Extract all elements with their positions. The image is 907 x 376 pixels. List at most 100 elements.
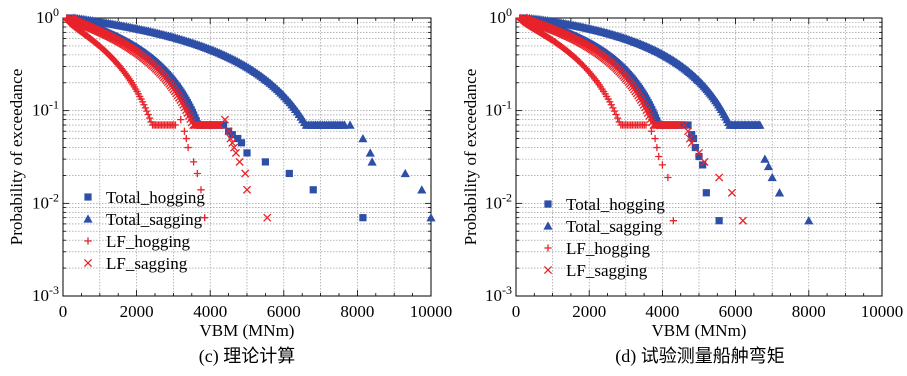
- data-point: [651, 134, 659, 143]
- x-axis-label: VBM (MNm): [200, 321, 295, 340]
- data-point: [180, 127, 189, 135]
- y-tick-label: 10-2: [485, 190, 512, 212]
- data-point: [653, 143, 661, 152]
- data-point: [638, 98, 647, 107]
- data-point: [230, 143, 239, 152]
- data-point: [655, 152, 663, 161]
- y-tick-label: 10-1: [485, 98, 512, 120]
- data-point: [220, 115, 229, 124]
- legend-label: Total_sagging: [566, 217, 663, 236]
- legend-label: Total_hogging: [106, 188, 205, 207]
- data-point: [760, 154, 770, 163]
- data-point: [146, 114, 154, 122]
- legend-marker: [543, 265, 553, 275]
- data-point: [176, 95, 185, 104]
- data-point: [358, 133, 368, 143]
- data-point: [400, 168, 410, 178]
- y-tick-exponent: 0: [506, 5, 512, 19]
- data-point: [715, 173, 724, 182]
- x-tick-label: 10000: [410, 302, 453, 321]
- data-point: [642, 121, 650, 129]
- data-point: [738, 216, 747, 225]
- legend: Total_hogging Total_sagging LF_hogging LF_s…: [83, 188, 205, 273]
- data-point: [426, 213, 436, 222]
- data-point: [689, 134, 698, 143]
- data-point: [755, 120, 765, 129]
- data-point: [345, 120, 355, 129]
- data-point: [285, 169, 293, 178]
- x-tick-label: 10000: [861, 302, 904, 321]
- data-point: [171, 121, 180, 129]
- x-tick-label: 8000: [340, 302, 374, 321]
- data-point: [231, 148, 241, 157]
- y-tick-label: 10-2: [32, 190, 59, 212]
- legend-marker: [83, 214, 93, 223]
- legend-marker: [543, 221, 553, 230]
- data-point: [144, 110, 152, 119]
- chart-panel-1: 0 2000 4000 6000 8000 1000010-310-210-1100VBM…: [461, 5, 903, 340]
- data-point: [140, 101, 148, 109]
- data-point: [201, 214, 209, 222]
- data-point: [263, 213, 272, 222]
- legend-label: LF_hogging: [566, 239, 651, 258]
- y-tick-base: 10: [485, 286, 502, 305]
- data-point: [615, 118, 623, 126]
- legend-marker: [544, 200, 552, 208]
- data-point: [664, 173, 672, 182]
- y-tick-label: 10-3: [32, 283, 59, 305]
- y-tick-exponent: -1: [502, 98, 512, 112]
- data-point: [237, 139, 246, 147]
- data-point: [190, 158, 198, 166]
- x-axis-label: VBM (MNm): [652, 321, 747, 340]
- legend-label: LF_hogging: [106, 232, 191, 251]
- y-tick-label: 100: [36, 5, 59, 27]
- data-point: [214, 120, 223, 130]
- x-tick-label: 2000: [120, 302, 154, 321]
- x-tick-label: 0: [512, 302, 521, 321]
- data-point: [610, 107, 619, 115]
- data-point: [365, 148, 375, 157]
- series-Total_sagging: [69, 13, 436, 222]
- y-tick-base: 10: [36, 8, 53, 27]
- data-point: [672, 120, 681, 130]
- data-point: [234, 134, 242, 143]
- data-point: [609, 104, 617, 112]
- data-point: [193, 169, 201, 178]
- data-point: [309, 186, 317, 194]
- figure-caption: (d) 试验测量船舯弯矩: [615, 346, 785, 367]
- data-point: [727, 188, 736, 197]
- chart-panel-0: 0 2000 4000 6000 8000 1000010-310-210-1100VBM…: [7, 5, 452, 340]
- data-point: [359, 214, 367, 222]
- data-point: [694, 148, 704, 157]
- x-tick-label: 2000: [572, 302, 606, 321]
- plot-frame: [515, 17, 883, 297]
- y-axis-label: Probability of exceedance: [461, 69, 480, 246]
- x-tick-label: 6000: [719, 302, 753, 321]
- data-point: [224, 127, 233, 136]
- plot-frame: [62, 17, 432, 297]
- data-point: [684, 121, 692, 129]
- legend-marker: [84, 237, 92, 245]
- y-tick-base: 10: [489, 8, 506, 27]
- x-tick-label: 4000: [645, 302, 679, 321]
- y-tick-base: 10: [32, 101, 49, 120]
- data-point: [184, 143, 192, 152]
- y-tick-label: 10-3: [485, 283, 512, 305]
- data-point: [680, 120, 689, 130]
- y-tick-exponent: 0: [53, 5, 59, 19]
- data-point: [212, 120, 221, 130]
- y-axis-label: Probability of exceedance: [7, 69, 26, 246]
- data-point: [607, 101, 615, 109]
- y-tick-exponent: -3: [502, 283, 512, 297]
- legend-marker: [544, 244, 552, 252]
- y-tick-label: 10-1: [32, 98, 59, 120]
- grid-lines: [63, 18, 431, 296]
- data-point: [695, 152, 703, 161]
- data-point: [767, 172, 777, 182]
- series-LF_sagging: [66, 13, 272, 222]
- x-tick-label: 4000: [193, 302, 227, 321]
- data-point: [691, 143, 699, 152]
- data-point: [700, 157, 709, 166]
- data-point: [636, 95, 646, 104]
